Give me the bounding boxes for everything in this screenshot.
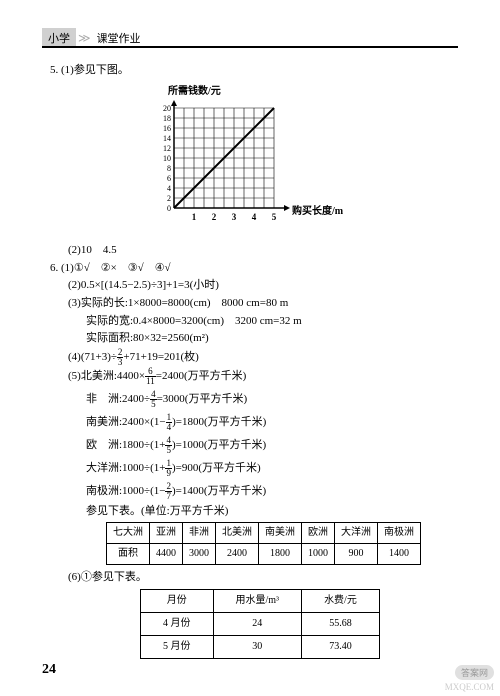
chart-svg: 20181614121086420 12345 购买长度/m [150,100,350,230]
watermark: 答案网 MXQE.COM [445,665,494,692]
table-row: 5 月份 30 73.40 [141,635,380,658]
watermark-badge: 答案网 [455,665,494,680]
q6: 6. (1)①√ ②× ③√ ④√ [50,260,458,278]
table-row: 4 月份 24 55.68 [141,612,380,635]
svg-text:4: 4 [252,212,257,222]
svg-text:18: 18 [163,114,171,123]
header-right: 课堂作业 [93,28,145,48]
q6-p3a: (3)实际的长:1×8000=8000(cm) 8000 cm=80 m [68,295,458,313]
table-row: 七大洲 亚洲 非洲 北美洲 南美洲 欧洲 大洋洲 南极洲 [107,523,421,544]
q6-p6: (6)①参见下表。 [68,569,458,587]
svg-text:2: 2 [212,212,217,222]
svg-text:3: 3 [232,212,237,222]
svg-text:12: 12 [163,144,171,153]
svg-text:0: 0 [167,204,171,213]
q6-p5-sa: 南美洲:2400×(1−14)=1800(万平方千米) [86,413,458,432]
q6-p3b: 实际的宽:0.4×8000=3200(cm) 3200 cm=32 m [86,313,458,331]
q6-p5-tnote: 参见下表。(单位:万平方千米) [86,503,458,521]
q6-p5-oc: 大洋洲:1000÷(1+19)=900(万平方千米) [86,459,458,478]
q5: 5. (1)参见下图。 [50,62,458,80]
svg-text:2: 2 [167,194,171,203]
money-chart: 所需钱数/元 20181614121086420 [150,84,458,237]
q6-p1: (1)①√ ②× ③√ ④√ [61,262,171,274]
svg-text:14: 14 [163,134,171,143]
q6-p2: (2)0.5×[(14.5−2.5)÷3]+1=3(小时) [68,277,458,295]
svg-text:1: 1 [192,212,197,222]
q6-p3c: 实际面积:80×32=2560(m²) [86,330,458,348]
page-number: 24 [42,662,56,678]
content-area: 5. (1)参见下图。 所需钱数/元 20181614121086 [50,62,458,659]
header-divider [42,46,458,48]
q5-p1: (1)参见下图。 [61,64,129,76]
svg-text:4: 4 [167,184,171,193]
svg-text:6: 6 [167,174,171,183]
q6-p5-an: 南极洲:1000÷(1−27)=1400(万平方千米) [86,482,458,501]
q6-p5-af: 非 洲:2400÷45=3000(万平方千米) [86,390,458,409]
table-row: 月份 用水量/m³ 水费/元 [141,589,380,612]
header-left: 小学 [42,28,76,48]
svg-text:10: 10 [163,154,171,163]
table-row: 面积 4400 3000 2400 1800 1000 900 1400 [107,544,421,565]
svg-text:8: 8 [167,164,171,173]
chevron-icon: ≫ [78,31,91,46]
svg-text:16: 16 [163,124,171,133]
water-table: 月份 用水量/m³ 水费/元 4 月份 24 55.68 5 月份 30 73.… [140,589,380,659]
page-header: 小学≫课堂作业 [42,28,458,46]
q6-p4: (4)(71+3)÷23+71+19=201(枚) [68,348,458,367]
q6-label: 6. [50,262,58,274]
chart-ylabel: 所需钱数/元 [168,84,458,100]
chart-xlabel: 购买长度/m [292,204,344,217]
q6-p5-na: (5)北美洲:4400×611=2400(万平方千米) [68,367,458,386]
q5-label: 5. [50,64,58,76]
watermark-url: MXQE.COM [445,682,494,692]
svg-text:5: 5 [272,212,277,222]
q6-p5-eu: 欧 洲:1800÷(1+45)=1000(万平方千米) [86,436,458,455]
q5-p2: (2)10 4.5 [68,242,458,260]
continent-table: 七大洲 亚洲 非洲 北美洲 南美洲 欧洲 大洋洲 南极洲 面积 4400 300… [106,522,421,565]
svg-text:20: 20 [163,104,171,113]
